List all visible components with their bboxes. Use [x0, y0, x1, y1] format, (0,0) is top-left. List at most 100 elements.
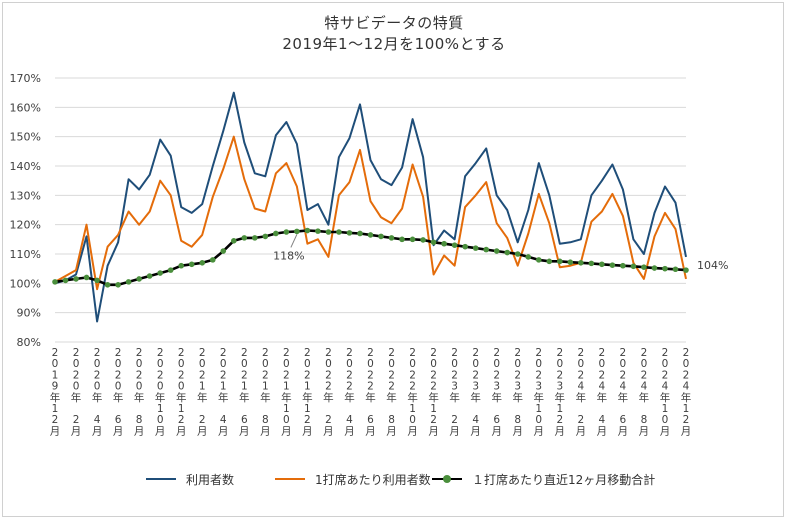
x-tick-label: 0	[641, 358, 648, 370]
x-tick-label: 2	[178, 369, 185, 381]
x-tick-label: 0	[241, 358, 248, 370]
data-point-marker	[346, 230, 353, 236]
x-tick-label: 8	[641, 414, 648, 426]
data-point-marker	[514, 251, 521, 257]
x-tick-label: 2	[556, 369, 563, 381]
x-tick-label: 3	[493, 381, 500, 393]
x-tick-label: 2	[262, 369, 269, 381]
x-tick-label: 2	[662, 369, 669, 381]
x-tick-label: 月	[71, 425, 82, 437]
x-tick-label: 0	[115, 358, 122, 370]
x-tick-label: 2	[346, 369, 353, 381]
x-tick-label: 年	[681, 391, 692, 404]
x-tick-label: 2	[241, 369, 248, 381]
data-point-marker	[609, 262, 616, 268]
data-point-marker	[462, 243, 468, 250]
data-point-marker	[578, 260, 584, 266]
data-point-marker	[420, 237, 426, 243]
x-tick-label: 2	[514, 369, 521, 381]
x-tick-label: 0	[157, 358, 164, 370]
x-tick-label: 2	[556, 414, 563, 426]
x-tick-label: 年	[512, 391, 523, 404]
x-tick-label: 2	[325, 381, 332, 393]
data-point-marker	[62, 277, 69, 284]
x-tick-label: 2	[472, 347, 479, 359]
x-tick-label: 2	[304, 369, 311, 381]
x-tick-label: 1	[52, 369, 59, 381]
x-tick-label: 月	[281, 425, 292, 437]
data-point-marker	[136, 276, 142, 282]
x-tick-label: 月	[639, 425, 650, 437]
y-tick-label: 150%	[10, 131, 41, 144]
x-tick-label: 2	[451, 369, 458, 381]
x-tick-label: 0	[430, 358, 437, 370]
x-tick-label: 年	[176, 391, 187, 404]
x-tick-label: 1	[535, 403, 542, 415]
data-point-marker	[357, 230, 363, 237]
x-tick-label: 年	[597, 391, 608, 404]
data-point-marker	[73, 276, 79, 282]
data-point-marker	[83, 274, 90, 281]
data-point-marker	[535, 257, 542, 263]
x-tick-label: 月	[323, 425, 334, 437]
data-point-marker	[599, 261, 605, 268]
x-tick-label: 月	[344, 425, 355, 437]
x-tick-label: 0	[535, 414, 542, 426]
x-tick-label: 月	[302, 425, 313, 437]
x-tick-label: 年	[50, 391, 61, 404]
data-point-marker	[241, 235, 248, 241]
x-tick-label: 1	[262, 381, 269, 393]
x-tick-label: 8	[514, 414, 521, 426]
x-tick-label: 0	[556, 358, 563, 370]
x-tick-label: 月	[155, 425, 166, 437]
y-tick-label: 170%	[10, 72, 41, 85]
x-tick-label: 2	[451, 414, 458, 426]
x-tick-label: 年	[365, 391, 376, 404]
data-point-marker	[199, 260, 206, 266]
x-tick-label: 8	[136, 414, 143, 426]
x-tick-label: 2	[683, 414, 690, 426]
x-tick-label: 2	[577, 414, 584, 426]
data-point-marker	[146, 273, 153, 279]
x-tick-label: 2	[346, 381, 353, 393]
x-tick-label: 0	[662, 358, 669, 370]
legend-swatch-per-booth	[275, 478, 305, 480]
x-tick-label: 月	[534, 425, 545, 437]
x-tick-label: 年	[71, 391, 82, 404]
x-tick-label: 2	[430, 414, 437, 426]
x-tick-label: 4	[94, 414, 101, 426]
x-tick-label: 2	[283, 347, 290, 359]
data-point-marker	[104, 282, 111, 288]
x-tick-label: 6	[367, 414, 374, 426]
x-tick-label: 2	[220, 369, 227, 381]
x-tick-label: 4	[662, 381, 669, 393]
x-tick-label: 1	[662, 403, 669, 415]
x-tick-label: 2	[409, 347, 416, 359]
x-tick-label: 2	[157, 369, 164, 381]
data-point-marker	[567, 259, 574, 266]
data-point-marker	[525, 254, 532, 260]
x-tick-label: 2	[430, 381, 437, 393]
x-tick-label: 月	[660, 425, 671, 437]
x-tick-label: 月	[218, 425, 229, 437]
x-tick-label: 月	[134, 425, 145, 437]
legend-item-per-booth: 1打席あたり利用者数	[275, 469, 431, 489]
x-tick-label: 0	[157, 381, 164, 393]
data-point-marker	[546, 258, 553, 265]
series-line-1	[54, 91, 687, 323]
x-tick-label: 1	[304, 403, 311, 415]
x-tick-label: 年	[134, 391, 145, 404]
x-tick-label: 2	[115, 347, 122, 359]
x-tick-label: 0	[493, 358, 500, 370]
x-tick-label: 2	[94, 347, 101, 359]
x-tick-label: 1	[283, 381, 290, 393]
legend-label-moving-total: １打席あたり直近12ヶ月移動合計	[472, 472, 656, 487]
x-tick-label: 0	[178, 358, 185, 370]
x-tick-label: 2	[241, 347, 248, 359]
x-tick-label: 2	[346, 347, 353, 359]
x-tick-label: 年	[576, 391, 587, 404]
x-tick-label: 2	[430, 347, 437, 359]
x-tick-label: 月	[428, 425, 439, 437]
x-tick-label: 4	[346, 414, 353, 426]
